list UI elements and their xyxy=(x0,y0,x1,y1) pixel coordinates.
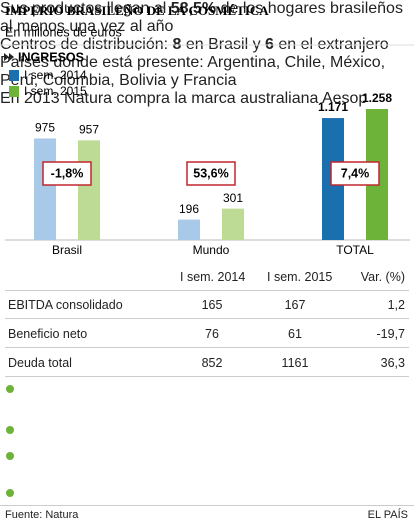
bullet xyxy=(6,452,14,460)
chart-title: IMPERIO BRASILEÑO DE LA COSMÉTICA xyxy=(5,3,269,18)
table-value: 61 xyxy=(288,327,302,341)
column-header: I sem. 2014 xyxy=(180,270,246,284)
change-box xyxy=(186,161,236,186)
notes: Sus productos llegan al 58,5% de los hog… xyxy=(0,0,414,497)
table-value: 852 xyxy=(201,356,223,370)
bullet xyxy=(6,426,14,434)
note: En 2013 Natura compra la marca australia… xyxy=(0,90,414,108)
note: Sus productos llegan al 58,5% de los hog… xyxy=(0,0,414,36)
value-label: 1.258 xyxy=(362,91,392,105)
table-row: Deuda total 852 1161 36,3 xyxy=(5,348,409,377)
bar xyxy=(222,208,244,240)
note-text: Sus productos llegan al xyxy=(0,0,171,17)
change-label: 53,6% xyxy=(193,166,228,180)
value-label: 957 xyxy=(79,123,99,137)
chart-subtitle: En millones de euros xyxy=(5,25,122,39)
value-label: 196 xyxy=(179,202,199,216)
legend-label: I sem. 2015 xyxy=(24,84,87,98)
bar xyxy=(78,140,100,240)
legend-label: I sem. 2014 xyxy=(24,68,87,82)
change-box xyxy=(330,161,380,186)
bullet xyxy=(6,489,14,497)
legend-swatch xyxy=(9,70,19,81)
change-label: 7,4% xyxy=(341,166,370,180)
brand: EL PAÍS xyxy=(367,509,408,521)
category-label: TOTAL xyxy=(336,243,374,257)
row-label: Deuda total xyxy=(8,356,72,370)
source: Fuente: Natura xyxy=(5,509,79,521)
footer-line xyxy=(0,505,414,506)
value-label: 301 xyxy=(223,191,243,205)
bullet xyxy=(6,385,14,393)
table-value: 165 xyxy=(201,298,223,312)
note-text: En 2013 Natura compra la marca australia… xyxy=(0,90,368,107)
note-text: 58,5% xyxy=(170,0,217,17)
change-box xyxy=(42,161,92,186)
row-label: EBITDA consolidado xyxy=(8,298,123,312)
section-icon xyxy=(4,53,14,61)
table-value: 1161 xyxy=(281,356,309,370)
chart: IMPERIO BRASILEÑO DE LA COSMÉTICA En mil… xyxy=(0,3,414,257)
category-label: Mundo xyxy=(193,243,230,257)
change-label: -1,8% xyxy=(51,166,84,180)
note: Países dónde está presente: Argentina, C… xyxy=(0,54,414,90)
table-value: 1,2 xyxy=(387,298,405,312)
row-label: Beneficio neto xyxy=(8,327,88,341)
table-header: I sem. 2014 I sem. 2015 Var. (%) xyxy=(5,262,409,291)
note-text: Países dónde está presente: Argentina, C… xyxy=(0,54,386,89)
value-label: 1.171 xyxy=(318,100,348,114)
legend-swatch xyxy=(9,86,19,97)
column-header: I sem. 2015 xyxy=(267,270,333,284)
bar xyxy=(178,219,200,240)
bar xyxy=(34,138,56,240)
table-value: 167 xyxy=(284,298,306,312)
table-row: Beneficio neto 76 61 -19,7 xyxy=(5,319,409,348)
table-value: -19,7 xyxy=(376,327,406,341)
table-row: EBITDA consolidado 165 167 1,2 xyxy=(5,290,409,319)
column-header: Var. (%) xyxy=(360,270,405,284)
note-text: de los hogares brasileños al menos una v… xyxy=(0,0,403,35)
table-value: 76 xyxy=(205,327,219,341)
value-label: 975 xyxy=(35,121,55,135)
section-label: INGRESOS xyxy=(18,50,84,64)
category-label: Brasil xyxy=(52,243,82,257)
table-value: 36,3 xyxy=(380,356,405,370)
